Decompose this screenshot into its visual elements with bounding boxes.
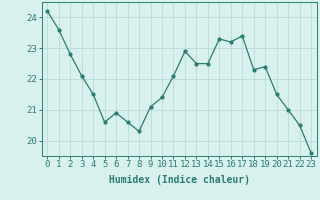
X-axis label: Humidex (Indice chaleur): Humidex (Indice chaleur) <box>109 175 250 185</box>
